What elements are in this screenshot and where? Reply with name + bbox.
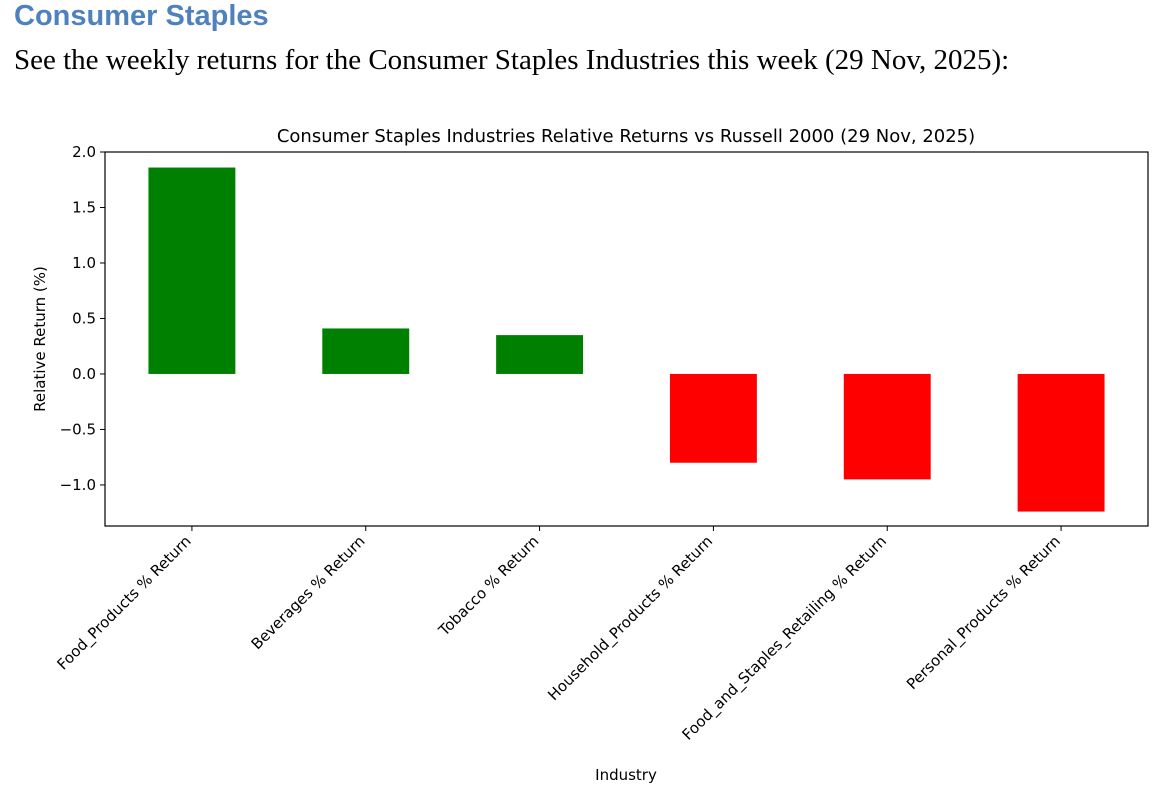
y-tick-label: 0.5 xyxy=(72,309,96,327)
y-tick-label: 2.0 xyxy=(72,143,96,161)
x-tick-label: Food_Products % Return xyxy=(53,532,195,674)
plot-frame xyxy=(104,151,1149,527)
y-axis-label: Relative Return (%) xyxy=(31,266,49,412)
x-axis-label: Industry xyxy=(595,766,657,784)
x-tick-label: Beverages % Return xyxy=(248,532,369,653)
y-tick-label: −0.5 xyxy=(60,420,96,438)
bar-2 xyxy=(322,328,410,374)
chart-title: Consumer Staples Industries Relative Ret… xyxy=(277,126,975,147)
bar-3 xyxy=(496,335,584,374)
x-tick-label: Food_and_Staples_Retailing % Return xyxy=(679,532,891,744)
bar-4 xyxy=(669,373,757,463)
bar-1 xyxy=(148,167,236,374)
intro-text: See the weekly returns for the Consumer … xyxy=(14,44,1010,76)
x-tick-label: Personal_Products % Return xyxy=(903,532,1065,694)
section-heading: Consumer Staples xyxy=(14,0,269,32)
bar-5 xyxy=(843,373,931,480)
bar-6 xyxy=(1017,373,1105,512)
y-tick-label: 1.5 xyxy=(72,198,96,216)
y-tick-label: −1.0 xyxy=(60,476,96,494)
x-tick-label: Tobacco % Return xyxy=(434,532,542,640)
y-tick-label: 0.0 xyxy=(72,365,96,383)
y-tick-label: 1.0 xyxy=(72,254,96,272)
x-tick-label: Household_Products % Return xyxy=(544,532,717,705)
